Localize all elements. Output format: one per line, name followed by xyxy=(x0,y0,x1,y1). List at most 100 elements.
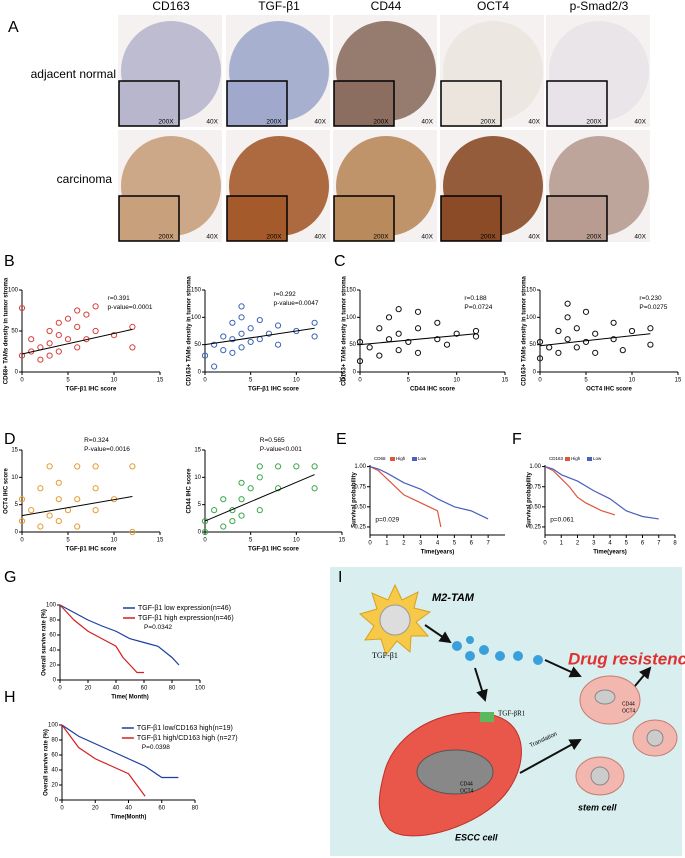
y-tick-label: 5 xyxy=(198,502,202,508)
x-tick-label: 80 xyxy=(192,806,199,812)
point xyxy=(582,338,590,346)
point xyxy=(238,512,245,519)
y-tick-label: 60 xyxy=(49,633,56,639)
x-tick-label: 60 xyxy=(158,806,165,812)
point xyxy=(256,463,263,470)
arrow xyxy=(474,667,488,702)
y-tick-label: 100 xyxy=(46,603,57,609)
y-tick-label: 0 xyxy=(15,530,19,536)
panel-label: B xyxy=(4,253,15,270)
point xyxy=(256,474,263,481)
point xyxy=(238,496,245,503)
stem-nucleus xyxy=(590,766,610,786)
point xyxy=(434,319,441,326)
magnification: 40X xyxy=(528,234,540,241)
point xyxy=(395,306,402,313)
point xyxy=(220,523,227,530)
point xyxy=(37,485,44,492)
column-header: OCT4 xyxy=(477,0,509,13)
column-header: CD44 xyxy=(371,0,402,13)
diagram-label: TGF-βR1 xyxy=(498,710,526,718)
gene-label: OCT4 xyxy=(622,708,636,714)
point xyxy=(129,528,136,536)
point xyxy=(129,463,136,470)
point xyxy=(201,517,209,525)
magnification: 200X xyxy=(586,234,602,241)
column-header: TGF-β1 xyxy=(258,0,300,13)
x-tick-label: 15 xyxy=(339,538,346,544)
x-tick-label: 15 xyxy=(339,378,346,384)
stem-nucleus xyxy=(594,689,616,705)
x-tick-label: 4 xyxy=(436,541,440,547)
point xyxy=(55,319,62,326)
point xyxy=(592,349,599,356)
x-axis-label: TGF-β1 IHC score xyxy=(248,547,299,553)
point xyxy=(46,340,53,347)
point xyxy=(55,496,62,503)
point xyxy=(74,323,81,330)
x-tick-label: 0 xyxy=(20,538,24,544)
panel-label: F xyxy=(512,431,522,448)
point xyxy=(92,485,99,492)
y-tick-label: 0 xyxy=(533,370,537,376)
point xyxy=(376,352,383,359)
magnification: 40X xyxy=(421,119,433,126)
inset xyxy=(546,80,608,127)
point xyxy=(311,485,318,492)
point xyxy=(92,327,99,335)
x-tick-label: 0 xyxy=(203,378,207,384)
survival-line xyxy=(544,466,659,520)
point xyxy=(18,496,26,503)
survival-line xyxy=(61,724,179,779)
arrow xyxy=(424,624,452,644)
y-tick-label: 0.50 xyxy=(354,504,366,510)
y-tick-label: 15 xyxy=(11,448,18,454)
annotation: r=0.391 xyxy=(108,295,131,302)
point xyxy=(356,357,364,365)
y-axis-label: OCT4 IHC score xyxy=(4,468,10,514)
point xyxy=(28,336,35,343)
y-axis-label: Overall survive rate (%) xyxy=(42,609,48,676)
legend-label: TGF-β1 high expression(n=46) xyxy=(138,615,234,622)
x-tick-label: 0 xyxy=(58,686,62,692)
y-axis-label: Survival probability xyxy=(527,471,533,527)
y-axis-label: CD68+ TAMs density in tumor stroma xyxy=(4,277,10,384)
panel-label: I xyxy=(338,569,342,586)
point xyxy=(256,316,263,324)
point xyxy=(395,330,402,337)
inset xyxy=(118,80,180,127)
legend-swatch xyxy=(412,457,417,461)
point xyxy=(129,323,136,330)
magnification: 40X xyxy=(314,119,326,126)
x-tick-label: 5 xyxy=(66,538,70,544)
magnification: 200X xyxy=(373,119,389,126)
point xyxy=(536,355,544,362)
point xyxy=(55,517,62,525)
x-tick-label: 40 xyxy=(113,686,120,692)
point xyxy=(311,463,318,470)
x-tick-label: 5 xyxy=(407,378,411,384)
x-tick-label: 10 xyxy=(629,378,636,384)
y-tick-label: 5 xyxy=(15,502,19,508)
magnification: 200X xyxy=(586,119,602,126)
point xyxy=(573,344,580,351)
y-tick-label: 0.75 xyxy=(529,484,541,490)
point xyxy=(74,523,81,530)
y-tick-label: 100 xyxy=(191,315,202,321)
x-tick-label: 0 xyxy=(60,806,64,812)
x-tick-label: 2 xyxy=(576,541,580,547)
diagram-label: ESCC cell xyxy=(455,832,498,842)
x-tick-label: 100 xyxy=(195,686,206,692)
point xyxy=(211,341,218,348)
point xyxy=(472,327,480,335)
panel-label: H xyxy=(4,689,16,706)
point xyxy=(256,507,263,514)
legend-title: CD163 xyxy=(549,456,564,461)
y-tick-label: 50 xyxy=(529,342,536,348)
point xyxy=(385,314,393,321)
x-tick-label: 20 xyxy=(85,686,92,692)
point xyxy=(229,336,236,343)
y-axis-label: CD163+ TAMs density in tumor stroma xyxy=(187,275,193,385)
x-axis-label: Time(years) xyxy=(593,550,627,556)
